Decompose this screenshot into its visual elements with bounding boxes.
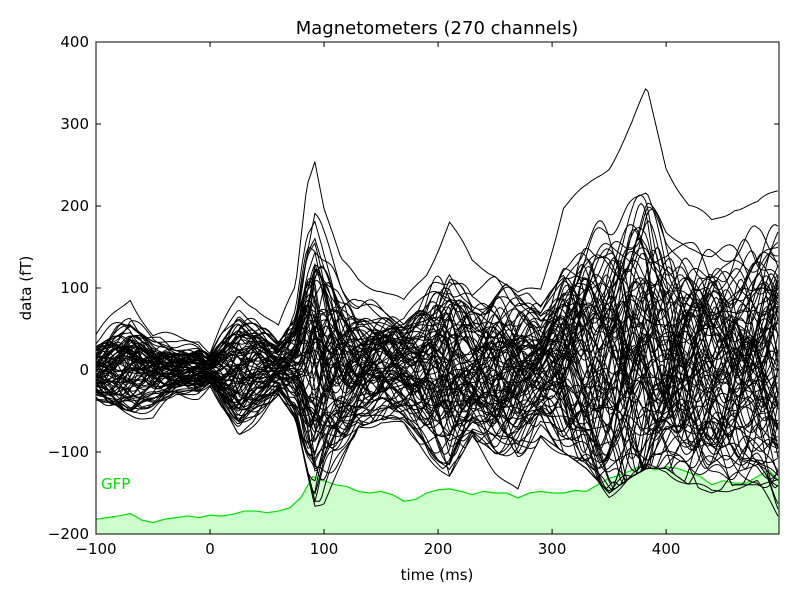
- x-axis-label: time (ms): [401, 566, 474, 584]
- y-tick-label: 100: [60, 279, 89, 297]
- y-axis-label: data (fT): [17, 256, 35, 321]
- y-tick-label: 0: [79, 361, 89, 379]
- y-tick-label: 200: [60, 197, 89, 215]
- x-tick-label: 200: [424, 540, 453, 558]
- channel-trace: [96, 236, 779, 440]
- channel-trace: [96, 206, 779, 356]
- gfp-line: [96, 463, 779, 524]
- channel-trace: [96, 280, 779, 434]
- y-tick-label: 400: [60, 33, 89, 51]
- gfp-legend-label: GFP: [101, 475, 130, 493]
- channel-trace: [96, 361, 779, 470]
- channel-trace: [96, 374, 779, 491]
- channel-traces: [96, 88, 779, 517]
- channel-trace: [96, 370, 778, 472]
- gfp-series: [96, 463, 779, 534]
- x-tick-label: 100: [310, 540, 339, 558]
- channel-trace: [96, 268, 779, 371]
- x-tick-label: 0: [205, 540, 215, 558]
- channel-trace-extreme: [96, 88, 779, 355]
- x-tick-label: 400: [652, 540, 681, 558]
- x-tick-label: 300: [538, 540, 567, 558]
- y-tick-label: −200: [48, 525, 89, 543]
- chart-title: Magnetometers (270 channels): [296, 18, 579, 39]
- channel-trace: [96, 332, 779, 458]
- y-tick-label: −100: [48, 443, 89, 461]
- channel-trace: [96, 192, 778, 357]
- channel-trace: [96, 252, 779, 450]
- channel-trace: [96, 274, 779, 442]
- x-tick-label: −100: [75, 540, 116, 558]
- channel-trace: [96, 259, 779, 429]
- channel-trace: [96, 325, 779, 472]
- channel-trace-extreme: [96, 385, 779, 517]
- channel-trace: [96, 374, 779, 483]
- y-tick-label: 300: [60, 115, 89, 133]
- channel-trace: [96, 278, 779, 435]
- gfp-area: [96, 464, 779, 534]
